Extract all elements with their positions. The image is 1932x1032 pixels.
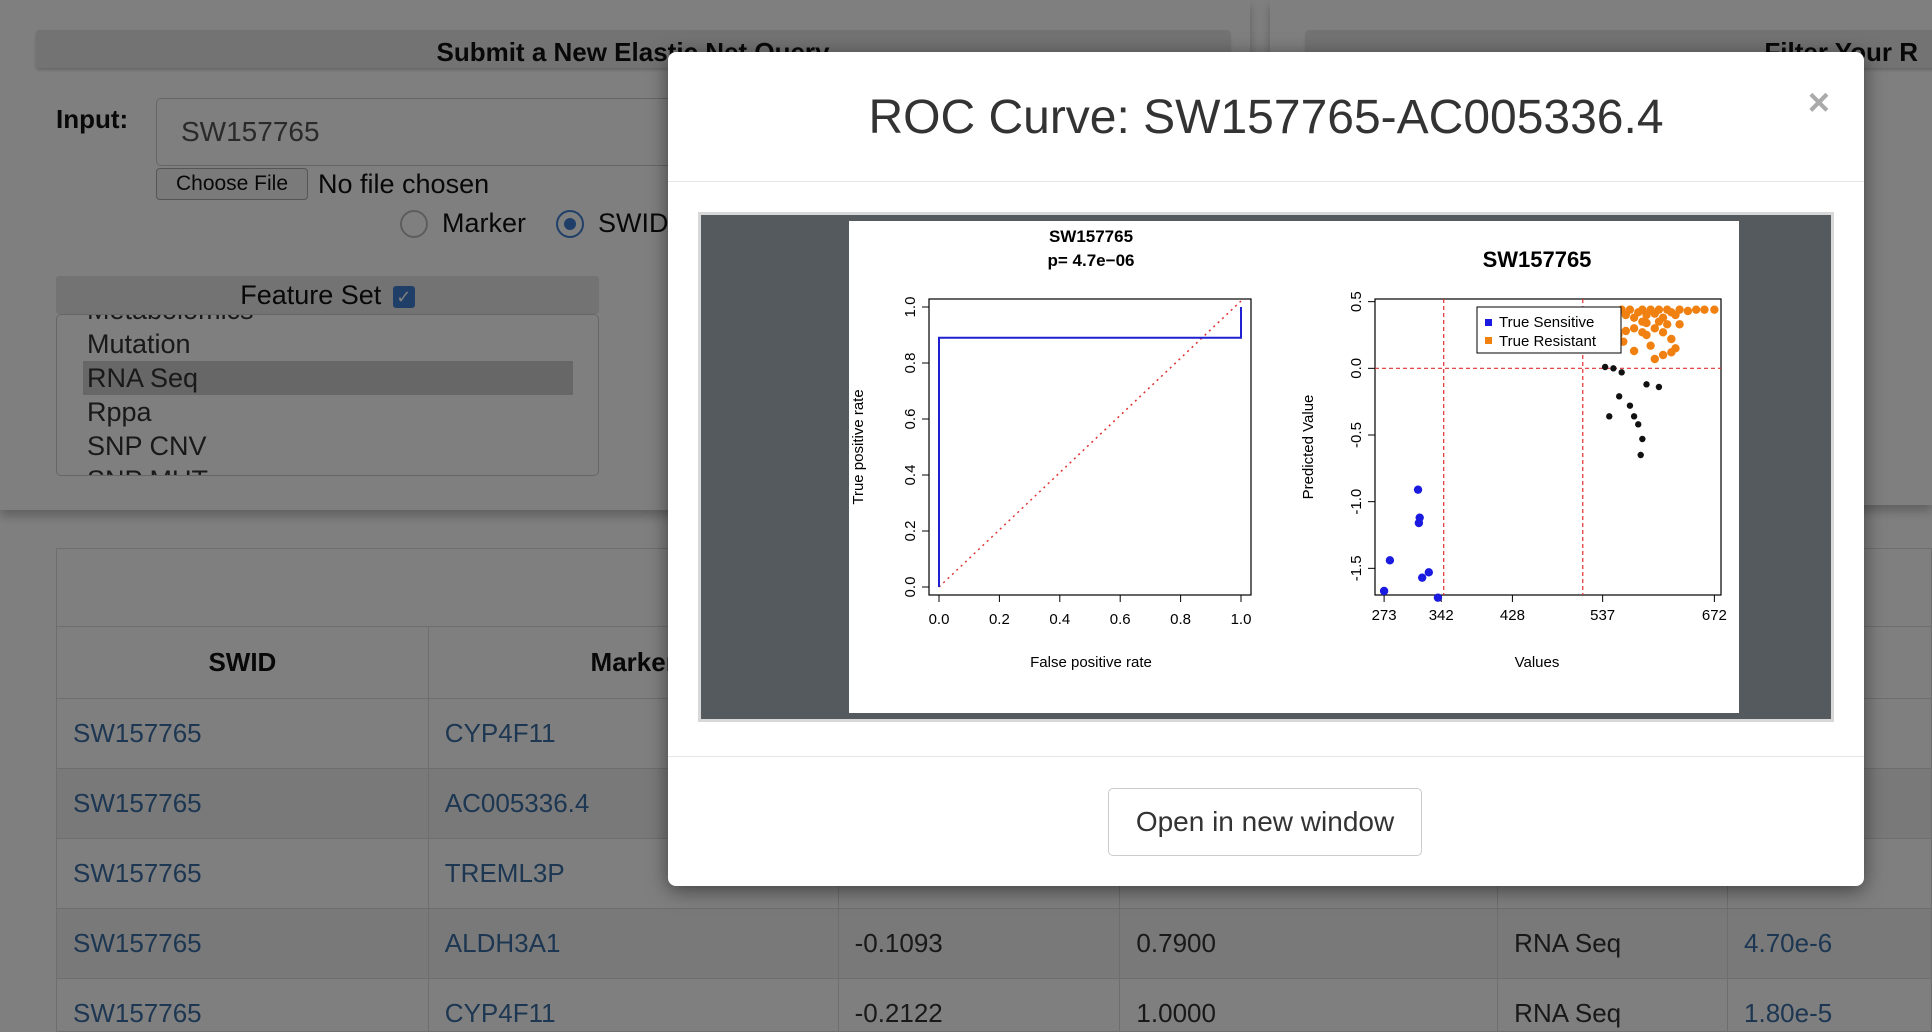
legend-label-resistant: True Resistant [1499,333,1597,350]
x-tick-label: 0.4 [1049,611,1070,628]
resistant-point [1625,305,1635,314]
plot-frame [1374,298,1722,596]
resistant-point [1658,350,1668,360]
x-tick-label: 672 [1702,607,1727,624]
divider [668,181,1864,182]
sensitive-point [1379,586,1389,596]
plot-frame [928,298,1252,596]
data-point [1630,413,1638,420]
resistant-point [1629,324,1639,333]
y-tick-label: 0.6 [902,409,919,430]
sensitive-point [1413,485,1423,494]
data-point [1643,381,1650,388]
chart-title: SW157765 [1483,247,1592,272]
data-point [1639,435,1646,443]
x-axis-label: False positive rate [1030,654,1152,671]
diagonal-reference-line [938,300,1242,588]
roc-plots: SW157765 p= 4.7e−06 0.0 0.2 0.4 0.6 0.8 1.0 0.0 0… [850,227,1727,671]
resistant-point [1700,305,1709,314]
x-tick-label: 0.8 [1170,611,1191,628]
roc-chart: SW157765 p= 4.7e−06 0.0 0.2 0.4 0.6 0.8 1.0 0.0 0… [850,227,1252,671]
y-tick-label: -0.5 [1348,422,1365,448]
x-tick-label: 537 [1590,607,1615,624]
resistant-point [1654,317,1664,326]
sensitive-point [1424,568,1434,577]
sensitive-point [1417,573,1427,582]
legend-swatch-sensitive [1485,319,1492,326]
data-point [1626,402,1634,409]
sensitive-point [1385,556,1395,565]
y-axis-label: Predicted Value [1300,395,1317,500]
y-tick-label: 0.8 [902,353,919,374]
y-tick-label: 0.4 [902,465,919,486]
resistant-point [1683,306,1693,316]
resistant-point [1650,324,1659,333]
sensitive-point [1414,518,1424,528]
open-in-new-window-button[interactable]: Open in new window [1108,788,1422,856]
data-point [1606,413,1613,420]
resistant-point [1667,334,1676,344]
x-tick-label: 0.6 [1110,611,1131,628]
resistant-point [1621,326,1631,336]
divider [668,756,1864,757]
x-tick-label: 0.2 [989,611,1010,628]
resistant-point [1654,305,1664,314]
x-tick-label: 273 [1372,607,1397,624]
y-tick-label: 0.0 [1348,358,1365,379]
resistant-point [1658,328,1668,337]
data-point [1655,383,1663,391]
y-tick-label: -1.0 [1348,489,1365,515]
roc-image: SW157765 p= 4.7e−06 0.0 0.2 0.4 0.6 0.8 1.0 0.0 0… [849,221,1739,713]
resistant-point [1675,320,1684,329]
resistant-point [1662,320,1672,329]
data-point [1635,421,1642,428]
x-tick-label: 0.0 [929,611,950,628]
modal-title: ROC Curve: SW157765-AC005336.4 [868,91,1664,144]
y-tick-label: -1.5 [1348,555,1365,581]
prediction-scatter-chart: SW157765 273 342 428 537 672 -1.5 -1.0 -0.5 0.0 0.… [1300,247,1727,671]
resistant-point [1675,305,1684,314]
y-tick-label: 0.5 [1348,291,1365,312]
x-tick-label: 428 [1500,607,1525,624]
legend: True Sensitive True Resistant [1476,306,1622,354]
data-point [1601,363,1609,371]
y-tick-label: 0.0 [902,577,919,598]
chart-subtitle: p= 4.7e−06 [1048,251,1135,270]
sensitive-point [1433,593,1443,602]
chart-title: SW157765 [1049,227,1133,246]
roc-modal: ROC Curve: SW157765-AC005336.4 × SW15776… [668,52,1864,886]
x-tick-label: 342 [1429,607,1454,624]
legend-box [1476,306,1622,354]
close-icon[interactable]: × [1807,82,1830,124]
legend-label-sensitive: True Sensitive [1499,314,1594,331]
roc-image-frame: SW157765 p= 4.7e−06 0.0 0.2 0.4 0.6 0.8 1.0 0.0 0… [698,212,1834,722]
resistant-point [1629,346,1639,356]
legend-swatch-resistant [1485,337,1492,344]
data-point [1615,393,1623,400]
resistant-point [1710,305,1719,314]
y-axis-label: True positive rate [850,389,867,504]
data-point [1618,369,1625,376]
resistant-point [1671,344,1680,353]
resistant-point [1691,305,1701,314]
resistant-point [1642,330,1651,340]
resistant-point [1642,318,1651,328]
resistant-point [1650,354,1659,364]
resistant-point [1646,341,1655,350]
roc-curve-line [938,307,1242,587]
y-tick-label: 0.2 [902,521,919,542]
y-tick-label: 1.0 [902,297,919,318]
data-point [1637,451,1644,459]
x-tick-label: 1.0 [1231,611,1252,628]
x-axis-label: Values [1515,654,1560,671]
data-point [1610,365,1617,372]
